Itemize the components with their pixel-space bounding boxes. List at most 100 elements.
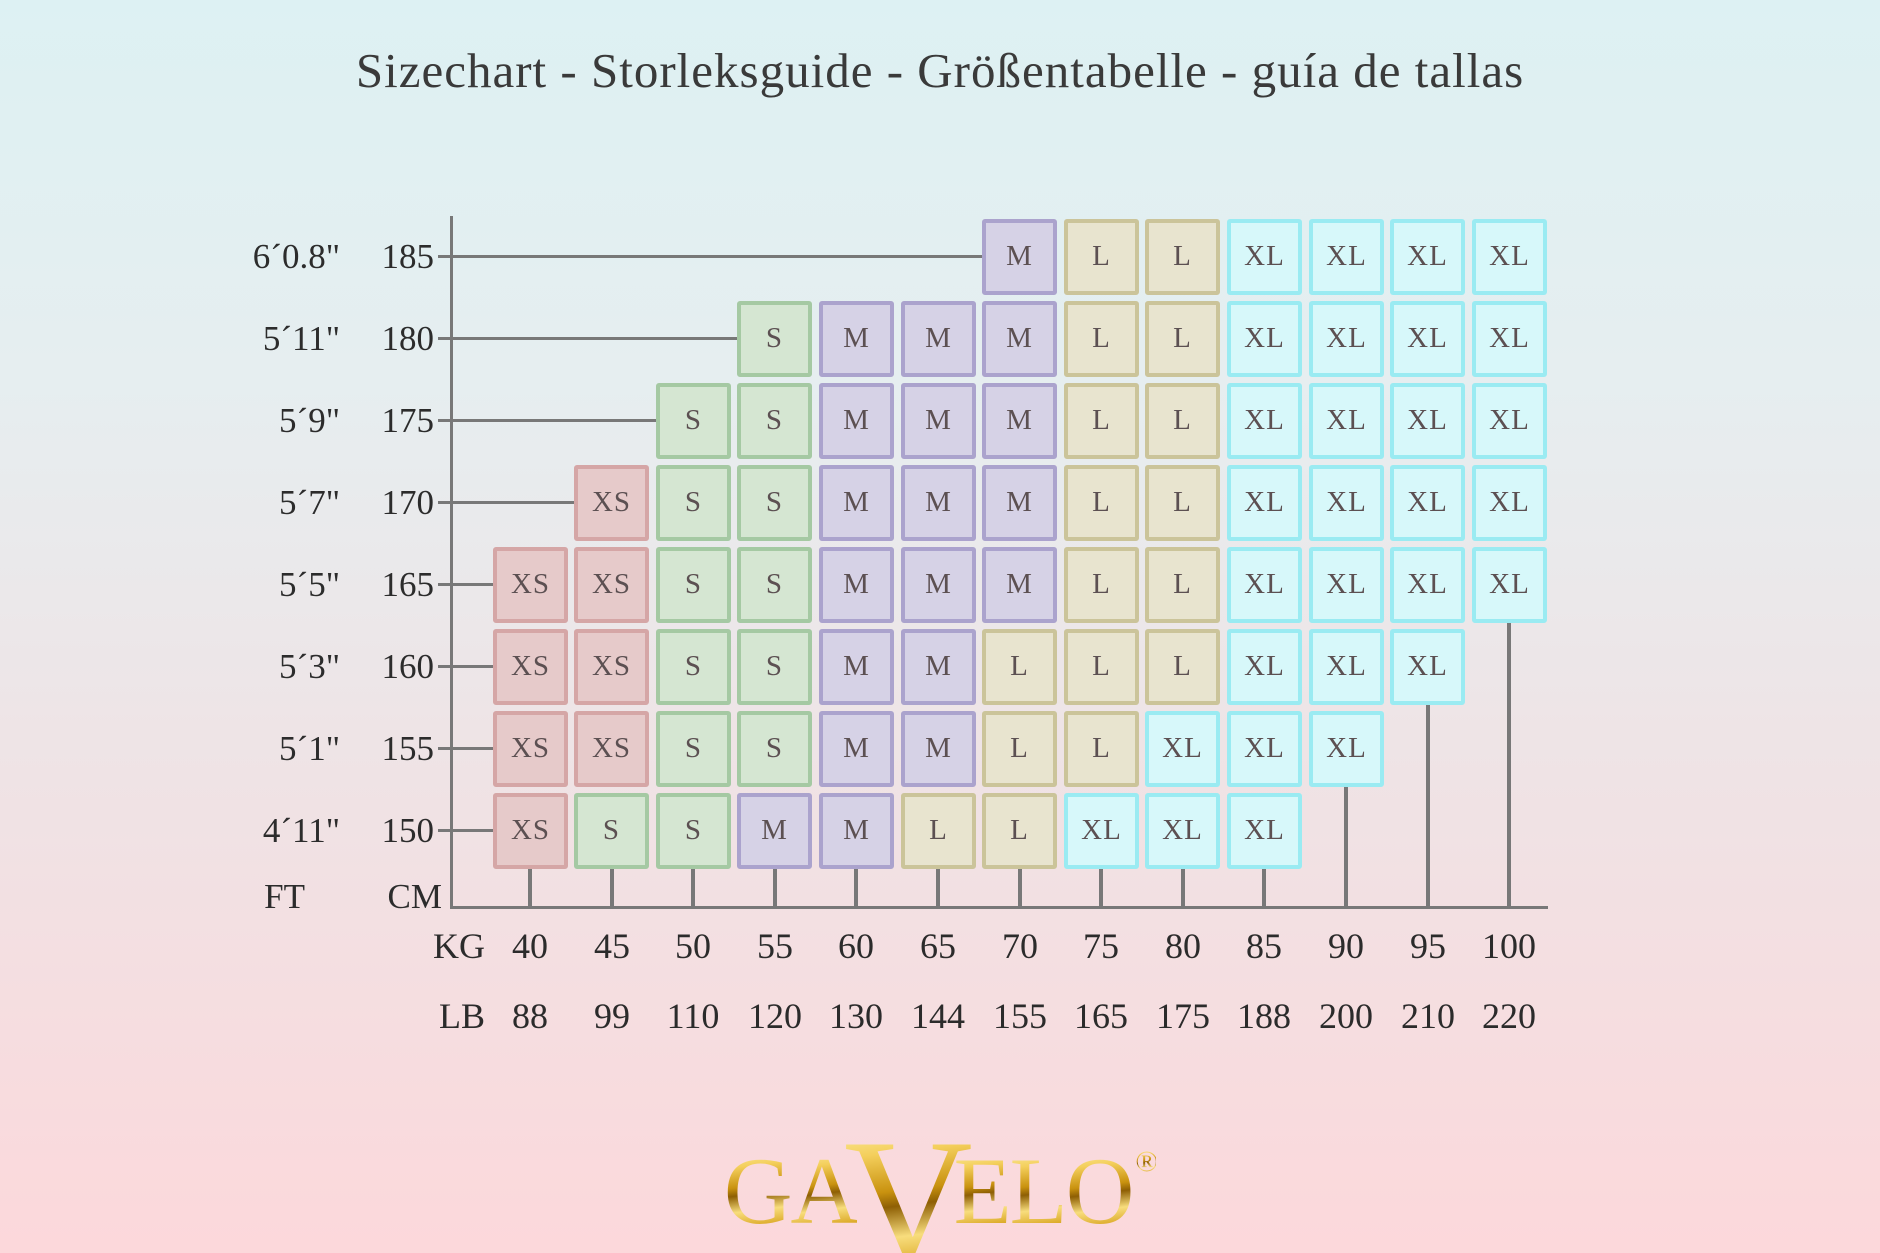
height-cm-label: 165 [381,565,435,604]
size-cell-label: M [843,814,870,846]
size-cell-label: M [843,322,870,354]
size-cell-l: L [1064,383,1139,459]
size-cell-s: S [737,547,812,623]
size-cell-label: XL [1407,240,1448,272]
kg-value: 65 [920,926,956,966]
size-cell-label: XL [1326,240,1367,272]
size-cell-label: M [1006,322,1033,354]
size-cell-label: L [1173,650,1192,682]
size-cell-xs: XS [493,793,568,869]
size-cell-label: M [1006,568,1033,600]
size-cell-xl: XL [1145,711,1220,787]
size-cell-label: XL [1326,650,1367,682]
size-cell-s: S [737,383,812,459]
size-cell-xl: XL [1390,465,1465,541]
size-cell-l: L [1145,547,1220,623]
size-cell-l: L [1064,301,1139,377]
kg-value: 70 [1002,926,1038,966]
height-ft-label: 5´5" [279,565,340,604]
size-cell-m: M [901,383,976,459]
size-cell-label: XL [1407,650,1448,682]
size-cell-label: M [925,486,952,518]
size-cell-label: M [925,650,952,682]
size-cell-xl: XL [1309,711,1384,787]
size-cell-xl: XL [1145,793,1220,869]
lb-value: 200 [1319,996,1373,1036]
height-cm-label: 170 [381,483,435,522]
x-axis-line [450,906,1548,909]
height-ft-label: 5´7" [279,483,340,522]
size-cell-label: XL [1407,568,1448,600]
size-cell-xs: XS [574,711,649,787]
ft-unit-label: FT [264,877,305,916]
size-cell-label: L [1092,732,1111,764]
size-cell-label: XL [1326,486,1367,518]
cm-unit-label: CM [387,877,442,916]
height-row-guide [438,419,659,422]
size-cell-xl: XL [1309,547,1384,623]
size-cell-label: L [1092,486,1111,518]
size-cell-m: M [901,711,976,787]
size-cell-label: L [1173,322,1192,354]
size-cell-label: XL [1326,322,1367,354]
size-cell-l: L [1145,629,1220,705]
size-cell-xl: XL [1390,219,1465,295]
y-axis-line [450,216,453,909]
column-tick [1018,869,1022,909]
size-cell-s: S [737,465,812,541]
size-cell-xl: XL [1472,547,1547,623]
size-cell-label: S [684,404,703,436]
page-title: Sizechart - Storleksguide - Größentabell… [355,43,1525,98]
size-cell-label: XL [1326,732,1367,764]
size-cell-m: M [819,629,894,705]
size-cell-m: M [819,301,894,377]
size-cell-label: L [1010,650,1029,682]
size-cell-l: L [1145,219,1220,295]
logo-letter: O [1065,1138,1135,1244]
size-cell-xs: XS [574,465,649,541]
kg-value: 50 [675,926,711,966]
size-cell-label: XL [1081,814,1122,846]
logo-letter: L [1009,1138,1068,1244]
size-cell-label: XL [1489,404,1530,436]
column-tick [1262,869,1266,909]
lb-value: 175 [1156,996,1210,1036]
size-cell-label: L [1010,814,1029,846]
size-cell-xl: XL [1472,383,1547,459]
size-cell-s: S [656,629,731,705]
logo-letter-v: V [844,1112,973,1253]
size-cell-label: M [843,486,870,518]
size-cell-s: S [656,793,731,869]
size-cell-xl: XL [1227,383,1302,459]
size-cell-xl: XL [1227,547,1302,623]
kg-value: 45 [594,926,630,966]
size-cell-m: M [819,383,894,459]
size-cell-label: XS [510,732,551,764]
size-cell-label: L [1092,404,1111,436]
lb-axis-label: LB [438,996,485,1036]
size-cell-l: L [1145,383,1220,459]
size-cell-label: M [1006,404,1033,436]
size-cell-label: XS [591,486,632,518]
column-tick [691,869,695,909]
registered-mark: ® [1135,1145,1158,1178]
size-cell-label: XS [510,650,551,682]
size-cell-m: M [901,465,976,541]
size-cell-label: M [843,650,870,682]
kg-value: 75 [1083,926,1119,966]
size-cell-label: S [684,650,703,682]
size-cell-label: XL [1489,568,1530,600]
size-cell-l: L [982,711,1057,787]
size-cell-s: S [656,711,731,787]
size-cell-label: XL [1162,732,1203,764]
lb-value: 220 [1482,996,1536,1036]
size-cell-label: XL [1407,404,1448,436]
column-tick [854,869,858,909]
size-cell-label: L [1173,568,1192,600]
size-cell-m: M [819,465,894,541]
size-cell-label: L [1010,732,1029,764]
size-cell-label: XL [1244,814,1285,846]
size-cell-m: M [982,301,1057,377]
size-cell-m: M [737,793,812,869]
